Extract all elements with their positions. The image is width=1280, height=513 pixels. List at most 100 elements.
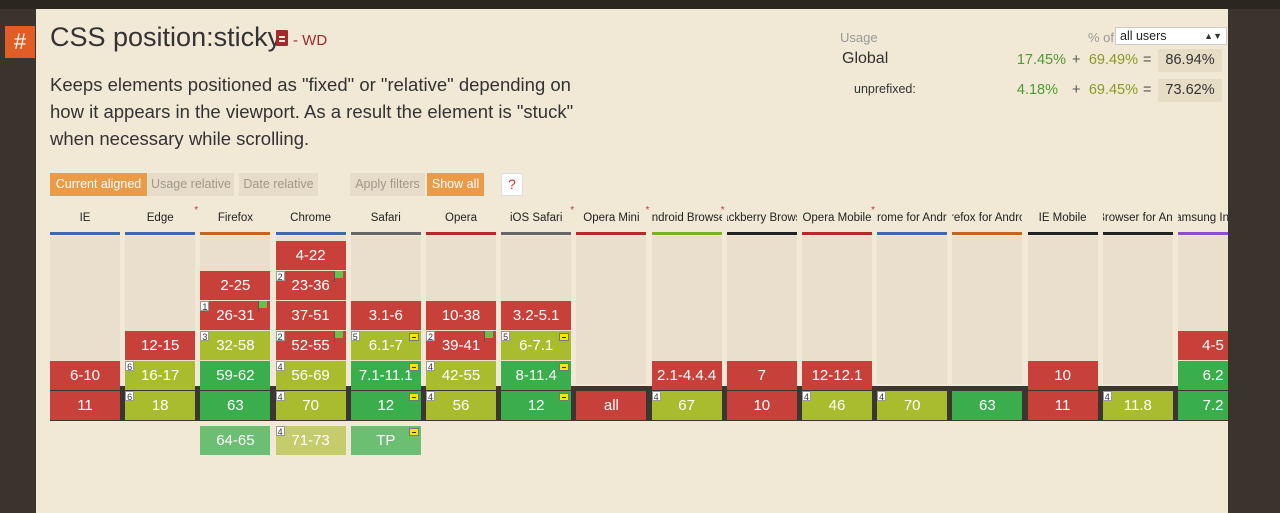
flag-icon (484, 331, 493, 342)
version-cell[interactable]: 64-65 (200, 426, 271, 455)
version-cell[interactable]: 32-58 3 (200, 331, 271, 360)
current-version-cell[interactable]: 63 (200, 391, 271, 420)
version-cell[interactable]: 37-51 (275, 301, 346, 330)
version-label: 4-5 (1202, 337, 1224, 354)
footnote-number[interactable]: 4 (651, 391, 661, 402)
usage-relative-button[interactable]: Usage relative (148, 173, 234, 196)
current-version-cell[interactable]: all (576, 391, 647, 420)
show-all-button[interactable]: Show all (427, 173, 484, 196)
global-supported: 17.45% (1016, 52, 1066, 68)
footnote-number[interactable]: 3 (200, 331, 210, 342)
current-version-cell[interactable]: 11.8 4 (1102, 391, 1173, 420)
current-version-cell[interactable]: 7.2 (1178, 391, 1228, 420)
date-relative-button[interactable]: Date relative (239, 173, 318, 196)
users-select[interactable]: all users ▲▼ (1115, 27, 1227, 45)
footnote-number[interactable]: 5 (501, 331, 511, 342)
footnote-number[interactable]: 4 (1102, 391, 1112, 402)
version-label: 37-51 (291, 307, 330, 324)
version-cell[interactable]: 56-69 4 (275, 361, 346, 390)
version-label: 7.1-11.1 (358, 367, 413, 384)
unprefixed-supported: 4.18% (1016, 82, 1058, 98)
version-label: 2.1-4.4.4 (656, 367, 717, 384)
version-cell[interactable]: 10 (1027, 361, 1098, 390)
version-cell[interactable]: 6-10 (50, 361, 120, 390)
footnote-number[interactable]: 4 (275, 361, 285, 372)
spec-status[interactable]: - WD (293, 32, 328, 49)
current-version-cell[interactable]: 70 4 (275, 391, 346, 420)
version-cell[interactable]: 39-41 2 (426, 331, 496, 360)
version-cell[interactable]: 16-17 6 (125, 361, 196, 390)
note-asterisk-icon: * (194, 205, 199, 216)
version-label: 12 (377, 397, 395, 414)
version-cell[interactable]: 6-7.1 5 (501, 331, 572, 360)
browser-name: IE Mobile (1038, 211, 1087, 224)
version-track (651, 236, 722, 384)
unprefixed-usage-label: unprefixed: (854, 82, 916, 96)
version-cell[interactable]: 10-38 (426, 301, 496, 330)
minus-badge-icon (408, 363, 419, 371)
version-cell[interactable]: 23-36 2 (275, 271, 346, 300)
hash-anchor-link[interactable]: # (5, 26, 35, 58)
version-cell[interactable]: 59-62 (200, 361, 271, 390)
version-cell[interactable]: 26-31 1 (200, 301, 271, 330)
current-version-cell[interactable]: 67 4 (651, 391, 722, 420)
select-arrows-icon: ▲▼ (1204, 31, 1222, 41)
current-aligned-button[interactable]: Current aligned (50, 173, 147, 196)
footnote-number[interactable]: 6 (125, 361, 135, 372)
version-label: 6.1-7 (368, 337, 403, 354)
footnote-number[interactable]: 4 (426, 391, 435, 402)
current-version-cell[interactable]: 63 (952, 391, 1023, 420)
version-track (802, 236, 872, 384)
version-cell[interactable]: TP (350, 426, 421, 455)
version-cell[interactable]: 12-12.1 (802, 361, 872, 390)
feature-description: Keeps elements positioned as "fixed" or … (50, 74, 574, 149)
version-cell[interactable]: 3.1-6 (350, 301, 421, 330)
version-cell[interactable]: 8-11.4 (501, 361, 572, 390)
version-cell[interactable]: 4-22 (275, 241, 346, 270)
browser-name: Edge (146, 211, 174, 224)
footnote-number[interactable]: 4 (802, 391, 811, 402)
browser-name: Safari (370, 211, 401, 224)
footnote-number[interactable]: 2 (426, 331, 435, 342)
footnote-number[interactable]: 5 (350, 331, 360, 342)
version-cell[interactable]: 3.2-5.1 (501, 301, 572, 330)
current-version-cell[interactable]: 11 (50, 391, 120, 420)
footnote-number[interactable]: 2 (275, 271, 285, 282)
footnote-number[interactable]: 6 (125, 391, 135, 402)
current-version-cell[interactable]: 12 (350, 391, 421, 420)
version-cell[interactable]: 42-55 4 (426, 361, 496, 390)
footnote-number[interactable]: 2 (275, 331, 285, 342)
users-select-value: all users (1120, 29, 1167, 43)
footnote-number[interactable]: 4 (877, 391, 887, 402)
equals-sign: = (1143, 52, 1152, 68)
version-cell[interactable]: 7 (726, 361, 797, 390)
current-version-cell[interactable]: 56 4 (426, 391, 496, 420)
global-usage-label: Global (842, 50, 889, 67)
current-version-cell[interactable]: 70 4 (877, 391, 948, 420)
version-track (1027, 236, 1098, 384)
footnote-number[interactable]: 4 (275, 426, 285, 437)
version-cell[interactable]: 6.2 (1178, 361, 1228, 390)
version-cell[interactable]: 6.1-7 5 (350, 331, 421, 360)
current-version-cell[interactable]: 10 (726, 391, 797, 420)
footnote-number[interactable]: 4 (275, 391, 285, 402)
version-cell[interactable]: 4-5 (1178, 331, 1228, 360)
version-label: 42-55 (441, 367, 481, 384)
version-cell[interactable]: 52-55 2 (275, 331, 346, 360)
browser-color-bar (1102, 232, 1173, 235)
current-version-cell[interactable]: 18 6 (125, 391, 196, 420)
document-icon[interactable] (276, 30, 288, 46)
version-cell[interactable]: 2.1-4.4.4 (651, 361, 722, 390)
version-cell[interactable]: 2-25 (200, 271, 271, 300)
apply-filters-button[interactable]: Apply filters (350, 173, 425, 196)
current-version-cell[interactable]: 11 (1027, 391, 1098, 420)
footnote-number[interactable]: 1 (200, 301, 210, 312)
current-version-cell[interactable]: 46 4 (802, 391, 872, 420)
current-version-cell[interactable]: 12 (501, 391, 572, 420)
flag-icon (333, 271, 343, 282)
help-button[interactable]: ? (501, 173, 523, 196)
version-cell[interactable]: 71-73 4 (275, 426, 346, 455)
version-cell[interactable]: 12-15 (125, 331, 196, 360)
version-cell[interactable]: 7.1-11.1 (350, 361, 421, 390)
footnote-number[interactable]: 4 (426, 361, 435, 372)
